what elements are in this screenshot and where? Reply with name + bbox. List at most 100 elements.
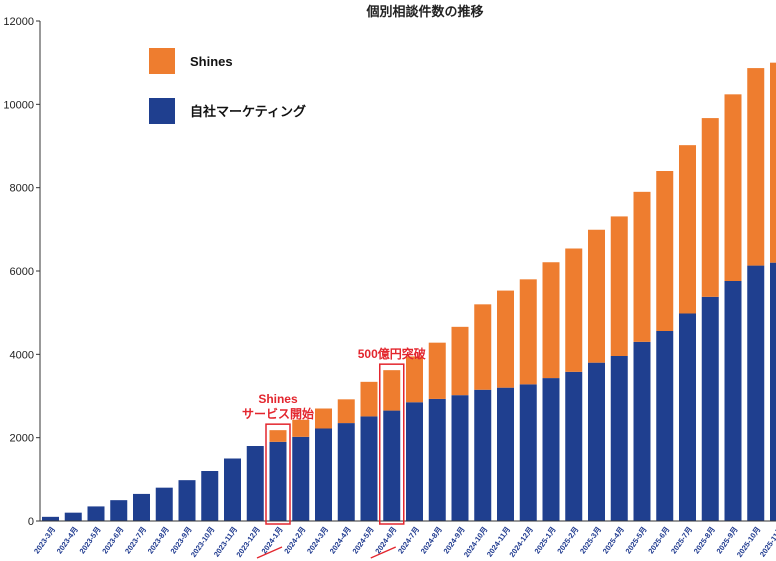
bar-marketing-2023-4月 [64,512,82,521]
x-tick-label: 2023-8月 [146,525,171,555]
bar-marketing-2025-1月 [542,378,560,521]
x-tick-label: 2024-2月 [282,525,307,555]
bar-marketing-2023-6月 [110,500,128,521]
y-tick-label: 2000 [10,433,34,445]
bar-shines-2024-11月 [497,290,514,388]
bar-marketing-2025-2月 [565,371,583,521]
x-tick-label: 2025-6月 [646,525,671,555]
bar-marketing-2025-6月 [656,331,674,521]
x-tick-label: 2023-7月 [123,525,148,555]
y-tick-label: 0 [28,516,34,528]
x-tick-label: 2023-4月 [55,525,80,555]
annotation-label: Shines [258,392,298,406]
x-tick-label: 2024-5月 [351,525,376,555]
bar-shines-2024-12月 [519,279,537,385]
bar-marketing-2023-5月 [87,506,105,521]
bar-marketing-2024-7月 [406,402,423,521]
bar-shines-2024-4月 [337,399,355,424]
y-tick-label: 12000 [3,16,34,28]
bar-shines-2025-1月 [542,262,560,379]
y-tick-label: 10000 [3,99,34,111]
bar-marketing-2025-4月 [610,356,628,521]
bar-shines-2024-10月 [474,304,492,390]
x-tick-label: 2025-8月 [692,525,717,555]
x-tick-label: 2024-4月 [328,525,353,555]
x-tick-label: 2025-3月 [578,525,603,555]
bar-shines-2024-8月 [428,342,446,399]
bar-marketing-2025-7月 [679,313,696,521]
bar-shines-2025-8月 [701,118,719,297]
x-tick-label: 2024-7月 [396,525,421,555]
bar-shines-2025-4月 [610,216,628,356]
legend-swatch-marketing [149,98,175,124]
legend: Shines 自社マーケティング [149,48,306,124]
bar-shines-2025-7月 [679,145,696,314]
bar-marketing-2023-11月 [224,458,241,521]
bar-marketing-2024-8月 [428,398,446,521]
bar-marketing-2024-11月 [497,387,514,521]
x-tick-label: 2024-3月 [305,525,330,555]
bar-marketing-2025-9月 [724,281,742,521]
bar-shines-2025-10月 [747,68,765,266]
bar-marketing-2025-11月 [770,262,776,521]
bar-marketing-2024-5月 [360,416,378,521]
y-axis: 0 2000 4000 6000 8000 10000 12000 [3,16,41,528]
bar-shines-2024-2月 [292,419,310,437]
x-tick-label: 2025-4月 [601,525,626,555]
bar-marketing-2025-5月 [633,341,651,521]
annotation-label: 500億円突破 [358,346,426,361]
x-tick-label: 2025-5月 [624,525,649,555]
x-tick-label: 2025-7月 [669,525,694,555]
y-tick-label: 8000 [10,183,34,195]
y-tick-label: 4000 [10,349,34,361]
bar-shines-2025-5月 [633,191,651,342]
bar-shines-2025-2月 [565,248,583,372]
legend-label-marketing: 自社マーケティング [190,104,306,119]
x-tick-label: 2025-2月 [555,525,580,555]
bar-marketing-2024-1月 [269,441,287,521]
x-tick-label: 2023-5月 [78,525,103,555]
bar-marketing-2023-7月 [133,493,150,521]
bar-marketing-2024-12月 [519,384,537,521]
bar-shines-2025-9月 [724,94,742,281]
x-axis: 2023-3月2023-4月2023-5月2023-6月2023-7月2023-… [32,520,776,559]
bar-marketing-2023-12月 [246,446,264,521]
legend-swatch-shines [149,48,175,74]
bar-shines-2024-9月 [451,326,469,396]
annotation-highlight-box [265,423,291,525]
bar-marketing-2023-3月 [42,516,59,521]
bar-marketing-2024-9月 [451,395,469,521]
x-tick-label: 2024-8月 [419,525,444,555]
bars [42,62,776,521]
annotation-underline [256,546,283,559]
x-tick-label: 2023-6月 [100,525,125,555]
bar-marketing-2023-9月 [178,480,196,521]
bar-marketing-2025-10月 [747,265,765,521]
x-tick-label: 2025-1月 [533,525,558,555]
bar-marketing-2023-10月 [201,471,219,521]
bar-shines-2024-6月 [383,370,401,411]
y-tick-label: 6000 [10,266,34,278]
bar-marketing-2024-6月 [383,410,401,521]
bar-marketing-2023-8月 [155,487,173,521]
annotation-label: サービス開始 [242,406,314,421]
bar-shines-2025-3月 [588,229,605,363]
bar-shines-2024-7月 [406,356,423,403]
bar-shines-2025-11月 [770,62,776,263]
bar-marketing-2025-3月 [588,362,605,521]
bar-marketing-2024-4月 [337,423,355,521]
bar-marketing-2024-2月 [292,436,310,521]
bar-marketing-2025-8月 [701,296,719,521]
bar-shines-2024-1月 [269,430,287,442]
bar-shines-2024-3月 [315,408,332,429]
bar-marketing-2024-3月 [315,428,332,521]
legend-label-shines: Shines [190,54,233,69]
chart-title: 個別相談件数の推移 [365,4,483,19]
x-tick-label: 2023-3月 [32,525,57,555]
bar-shines-2025-6月 [656,171,674,331]
bar-marketing-2024-10月 [474,389,492,521]
bar-shines-2024-5月 [360,381,378,417]
annotation-underline [370,546,397,559]
